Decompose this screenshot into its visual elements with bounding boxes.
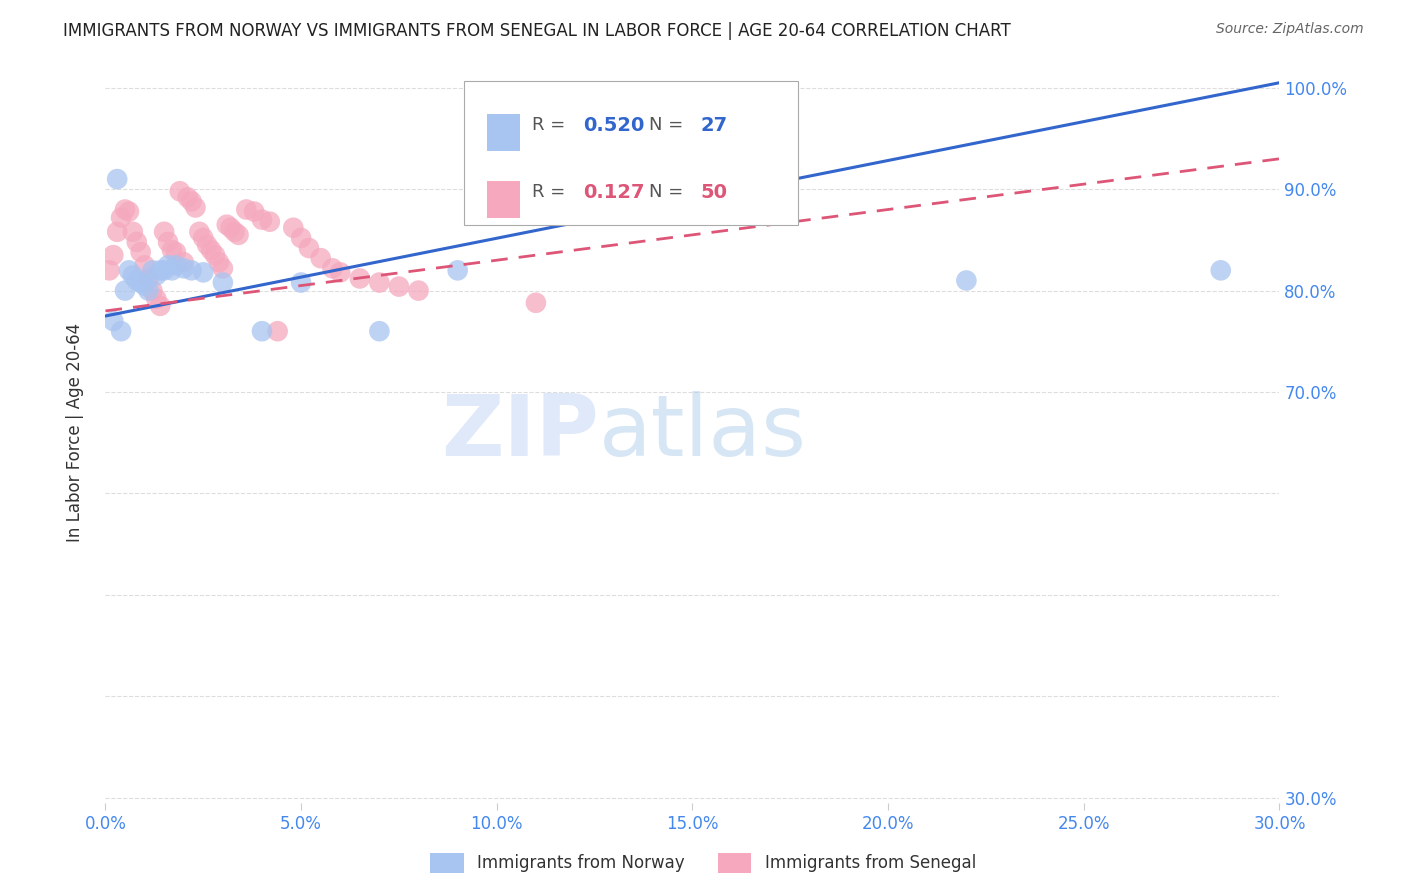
Point	[368, 276, 391, 290]
Point	[105, 172, 128, 186]
Point	[114, 202, 136, 217]
Point	[259, 215, 281, 229]
Point	[309, 251, 332, 265]
Point	[173, 261, 195, 276]
Point	[266, 324, 288, 338]
Text: 50: 50	[700, 183, 728, 202]
Point	[195, 238, 218, 252]
Point	[160, 243, 183, 257]
Point	[149, 299, 172, 313]
Legend: Immigrants from Norway, Immigrants from Senegal: Immigrants from Norway, Immigrants from …	[423, 847, 983, 880]
Point	[118, 263, 141, 277]
Point	[290, 276, 312, 290]
Point	[408, 284, 430, 298]
Point	[173, 255, 195, 269]
Point	[388, 279, 411, 293]
Point	[215, 218, 238, 232]
Point	[138, 271, 160, 285]
Point	[349, 271, 371, 285]
Point	[208, 255, 231, 269]
Point	[157, 235, 180, 249]
Point	[219, 220, 242, 235]
Point	[141, 284, 163, 298]
FancyBboxPatch shape	[486, 181, 520, 218]
Text: ZIP: ZIP	[441, 391, 599, 475]
Point	[250, 324, 273, 338]
FancyBboxPatch shape	[486, 114, 520, 152]
Point	[188, 225, 211, 239]
Point	[98, 263, 121, 277]
Point	[180, 194, 202, 209]
FancyBboxPatch shape	[464, 81, 799, 226]
Point	[145, 292, 167, 306]
Point	[121, 268, 143, 283]
Point	[321, 261, 343, 276]
Point	[243, 204, 266, 219]
Point	[157, 258, 180, 272]
Text: R =: R =	[531, 183, 571, 201]
Point	[329, 265, 352, 279]
Point	[447, 263, 470, 277]
Text: atlas: atlas	[599, 391, 807, 475]
Point	[153, 225, 176, 239]
Point	[121, 225, 143, 239]
Point	[1209, 263, 1232, 277]
Point	[118, 204, 141, 219]
Text: 0.127: 0.127	[583, 183, 645, 202]
Point	[368, 324, 391, 338]
Point	[298, 241, 321, 255]
Point	[290, 231, 312, 245]
Point	[134, 278, 156, 293]
Text: Source: ZipAtlas.com: Source: ZipAtlas.com	[1216, 22, 1364, 37]
Point	[235, 202, 257, 217]
Point	[138, 284, 160, 298]
Point	[110, 211, 132, 225]
Point	[141, 263, 163, 277]
Point	[129, 245, 152, 260]
Point	[103, 248, 125, 262]
Point	[211, 276, 233, 290]
Point	[169, 184, 191, 198]
Point	[180, 263, 202, 277]
Point	[149, 263, 172, 277]
Point	[283, 220, 305, 235]
Text: N =: N =	[650, 116, 689, 135]
Point	[955, 273, 977, 287]
Text: R =: R =	[531, 116, 571, 135]
Y-axis label: In Labor Force | Age 20-64: In Labor Force | Age 20-64	[66, 323, 84, 542]
Point	[165, 245, 187, 260]
Point	[176, 190, 198, 204]
Point	[114, 284, 136, 298]
Point	[129, 276, 152, 290]
Point	[145, 268, 167, 283]
Text: IMMIGRANTS FROM NORWAY VS IMMIGRANTS FROM SENEGAL IN LABOR FORCE | AGE 20-64 COR: IMMIGRANTS FROM NORWAY VS IMMIGRANTS FRO…	[63, 22, 1011, 40]
Point	[125, 273, 148, 287]
Point	[184, 201, 207, 215]
Point	[165, 258, 187, 272]
Point	[204, 248, 226, 262]
Point	[228, 227, 250, 242]
Point	[103, 314, 125, 328]
Point	[524, 295, 547, 310]
Point	[200, 243, 222, 257]
Point	[250, 212, 273, 227]
Point	[105, 225, 128, 239]
Point	[211, 261, 233, 276]
Text: 0.520: 0.520	[583, 116, 644, 135]
Text: 27: 27	[700, 116, 728, 135]
Point	[110, 324, 132, 338]
Point	[224, 225, 246, 239]
Point	[193, 231, 215, 245]
Text: N =: N =	[650, 183, 689, 201]
Point	[134, 258, 156, 272]
Point	[153, 263, 176, 277]
Point	[160, 263, 183, 277]
Point	[125, 235, 148, 249]
Point	[193, 265, 215, 279]
